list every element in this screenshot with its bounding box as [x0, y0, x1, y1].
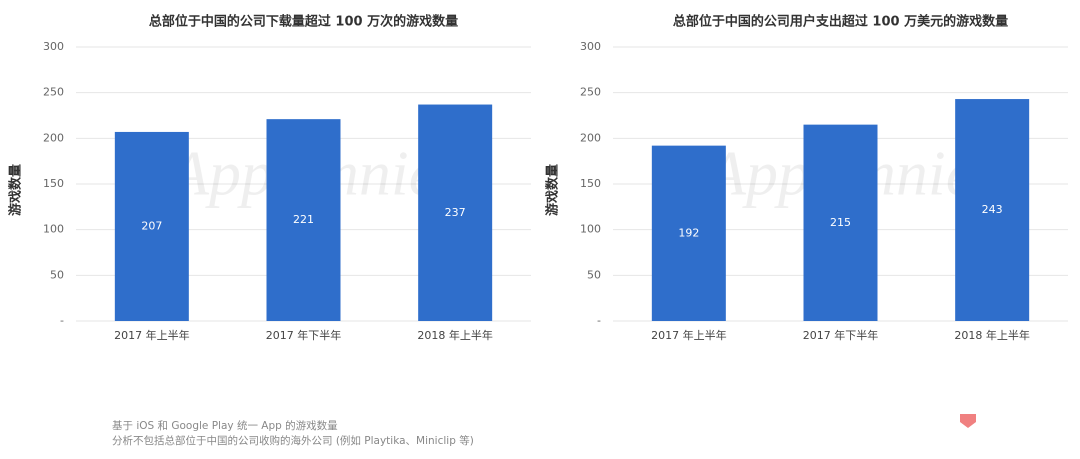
y-tick-label: 50 [587, 268, 601, 281]
y-tick-label: - [597, 314, 601, 327]
bar [114, 131, 189, 321]
bar [803, 124, 878, 321]
x-tick-label: 2017 年下半年 [803, 328, 879, 342]
y-tick-label: 250 [580, 86, 601, 99]
value-label: 237 [445, 206, 466, 219]
x-tick-label: 2017 年上半年 [651, 328, 727, 342]
x-tick-label: 2018 年上半年 [954, 328, 1030, 342]
footnote: 基于 iOS 和 Google Play 统一 App 的游戏数量 [112, 419, 338, 432]
y-tick-label: 150 [580, 177, 601, 190]
y-tick-label: 100 [43, 223, 64, 236]
y-tick-label: 300 [43, 40, 64, 53]
y-axis-label: 游戏数量 [8, 164, 24, 216]
y-axis-label: 游戏数量 [545, 164, 561, 216]
x-tick-label: 2017 年上半年 [114, 328, 190, 342]
bar [418, 104, 493, 321]
y-tick-label: 100 [580, 223, 601, 236]
y-tick-label: 50 [50, 268, 64, 281]
chart-title: 总部位于中国的公司用户支出超过 100 万美元的游戏数量 [673, 14, 1008, 30]
value-label: 215 [830, 216, 851, 229]
chart-title: 总部位于中国的公司下载量超过 100 万次的游戏数量 [149, 14, 458, 30]
y-tick-label: - [60, 314, 64, 327]
bar [266, 119, 341, 321]
y-tick-label: 300 [580, 40, 601, 53]
x-tick-label: 2018 年上半年 [417, 328, 493, 342]
y-tick-label: 150 [43, 177, 64, 190]
y-tick-label: 200 [43, 131, 64, 144]
y-tick-label: 250 [43, 86, 64, 99]
logo [960, 414, 976, 428]
value-label: 207 [141, 219, 162, 232]
value-label: 221 [293, 213, 314, 226]
value-label: 192 [678, 226, 699, 239]
footnote: 分析不包括总部位于中国的公司收购的海外公司 (例如 Playtika、Minic… [112, 434, 474, 447]
x-tick-label: 2017 年下半年 [266, 328, 342, 342]
bar [651, 145, 726, 321]
bar [955, 99, 1030, 321]
value-label: 243 [982, 203, 1003, 216]
y-tick-label: 200 [580, 131, 601, 144]
